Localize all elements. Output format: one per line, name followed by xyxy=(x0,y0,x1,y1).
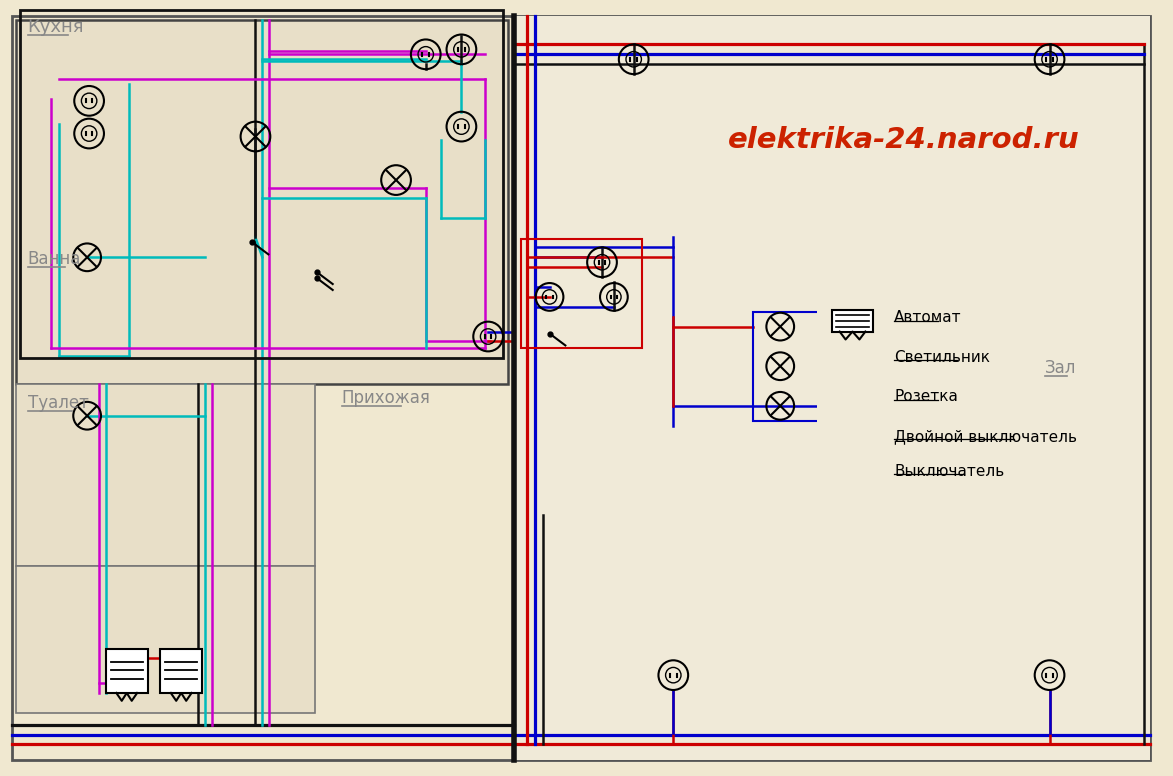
Text: elektrika-24.narod.ru: elektrika-24.narod.ru xyxy=(727,126,1079,154)
Text: Туалет: Туалет xyxy=(28,393,89,412)
Bar xyxy=(16,19,508,384)
Bar xyxy=(106,650,148,693)
Text: Светильник: Светильник xyxy=(894,350,990,365)
Text: Выключатель: Выключатель xyxy=(894,464,1004,479)
Text: Ванна: Ванна xyxy=(28,250,81,268)
Text: Розетка: Розетка xyxy=(894,390,958,404)
Text: Автомат: Автомат xyxy=(894,310,962,325)
Bar xyxy=(521,240,642,348)
Bar xyxy=(753,312,829,421)
Bar xyxy=(16,566,314,713)
Bar xyxy=(161,650,202,693)
Text: Двойной выключатель: Двойной выключатель xyxy=(894,429,1077,444)
Text: Прихожая: Прихожая xyxy=(341,389,430,407)
Text: Кухня: Кухня xyxy=(28,18,84,36)
Bar xyxy=(816,302,1134,500)
Bar xyxy=(514,16,1150,760)
Text: Зал: Зал xyxy=(1045,359,1076,377)
Bar xyxy=(832,310,874,331)
Bar xyxy=(16,384,314,566)
Bar xyxy=(20,10,503,359)
